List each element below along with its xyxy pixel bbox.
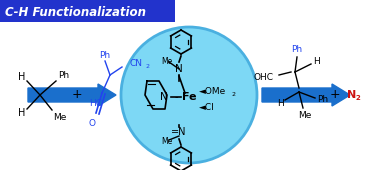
Text: ◄Cl: ◄Cl [199,103,215,112]
Text: H: H [277,98,284,107]
Text: +: + [72,89,82,101]
Text: N: N [160,92,168,102]
Text: 2: 2 [145,64,149,70]
Text: N: N [175,64,183,74]
Text: =N: =N [171,127,187,137]
Text: H: H [18,72,26,82]
Text: N: N [347,90,356,100]
Text: ◄OMe: ◄OMe [199,87,226,96]
Text: O: O [88,118,96,128]
Text: H: H [18,108,26,118]
Text: Me: Me [53,113,67,122]
Text: Ph: Ph [99,50,110,59]
Text: Ph: Ph [318,96,328,105]
Text: Ph: Ph [291,46,302,55]
Text: 2: 2 [231,92,235,98]
Bar [0,0,175,22]
FancyArrow shape [28,84,116,106]
Text: OHC: OHC [253,72,273,81]
Text: H: H [314,56,321,65]
Text: -: - [174,92,178,102]
Text: Ph: Ph [59,71,70,80]
Text: C-H Functionalization: C-H Functionalization [5,5,146,19]
Text: CN: CN [130,58,143,67]
Text: Me: Me [161,56,173,65]
Text: Me: Me [298,112,312,121]
Text: +: + [330,89,340,101]
Text: HC: HC [90,98,102,107]
Circle shape [121,27,257,163]
Text: 2: 2 [355,95,360,101]
Text: Me: Me [161,137,173,146]
FancyArrow shape [262,84,350,106]
Text: Fe: Fe [182,92,196,102]
